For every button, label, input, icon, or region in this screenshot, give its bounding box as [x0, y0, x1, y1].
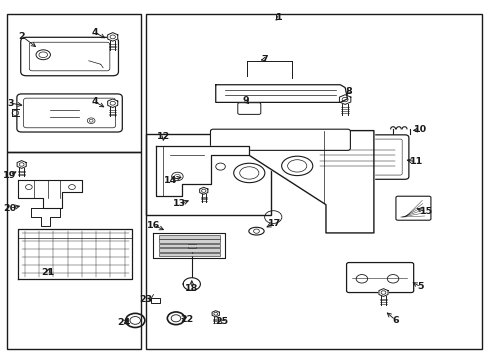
Text: 20: 20 [3, 204, 16, 213]
Polygon shape [378, 289, 387, 296]
FancyBboxPatch shape [307, 135, 408, 179]
Text: 6: 6 [391, 316, 398, 325]
Text: 19: 19 [3, 171, 16, 180]
Text: 8: 8 [345, 87, 352, 96]
Text: 4: 4 [91, 28, 98, 37]
Polygon shape [31, 208, 60, 226]
FancyBboxPatch shape [29, 42, 110, 71]
Polygon shape [210, 131, 373, 233]
Bar [159, 253, 219, 256]
Bar [146, 134, 270, 215]
Polygon shape [339, 95, 350, 104]
Polygon shape [107, 33, 118, 41]
FancyBboxPatch shape [395, 196, 430, 220]
Text: 13: 13 [173, 199, 186, 208]
Polygon shape [156, 147, 249, 196]
Bar [7, 14, 141, 152]
Bar [146, 14, 481, 349]
Polygon shape [18, 229, 132, 279]
Polygon shape [153, 233, 225, 258]
Text: 21: 21 [41, 268, 55, 277]
Text: 11: 11 [408, 157, 422, 166]
FancyBboxPatch shape [237, 103, 260, 114]
Text: 10: 10 [413, 125, 427, 134]
Text: 16: 16 [146, 221, 160, 230]
Polygon shape [18, 180, 81, 208]
Bar [7, 152, 141, 349]
Text: 5: 5 [417, 282, 423, 291]
Text: 14: 14 [163, 176, 177, 185]
Polygon shape [17, 161, 26, 168]
Text: 9: 9 [242, 96, 248, 105]
FancyBboxPatch shape [314, 139, 401, 175]
Bar [159, 248, 219, 252]
Bar [159, 244, 219, 247]
Text: 24: 24 [117, 318, 130, 327]
Text: 12: 12 [157, 132, 170, 141]
FancyBboxPatch shape [20, 37, 118, 76]
Text: 15: 15 [419, 207, 432, 216]
FancyBboxPatch shape [17, 94, 122, 132]
Text: 22: 22 [180, 315, 193, 324]
Text: 1: 1 [275, 13, 282, 22]
Polygon shape [212, 311, 219, 317]
Text: 2: 2 [19, 32, 25, 41]
Text: 3: 3 [7, 99, 14, 108]
FancyBboxPatch shape [23, 98, 115, 128]
FancyBboxPatch shape [346, 262, 413, 293]
Text: 18: 18 [185, 284, 198, 293]
Text: 25: 25 [215, 317, 228, 325]
Bar [159, 239, 219, 243]
Bar [187, 244, 195, 248]
Text: 17: 17 [267, 219, 281, 228]
Polygon shape [199, 187, 207, 194]
Polygon shape [107, 99, 118, 108]
Bar [159, 235, 219, 239]
Text: 23: 23 [140, 295, 153, 304]
Polygon shape [215, 85, 347, 102]
FancyBboxPatch shape [210, 129, 350, 150]
Ellipse shape [248, 227, 264, 235]
Text: 4: 4 [91, 97, 98, 106]
Text: 7: 7 [261, 55, 267, 64]
Bar [150, 298, 160, 303]
